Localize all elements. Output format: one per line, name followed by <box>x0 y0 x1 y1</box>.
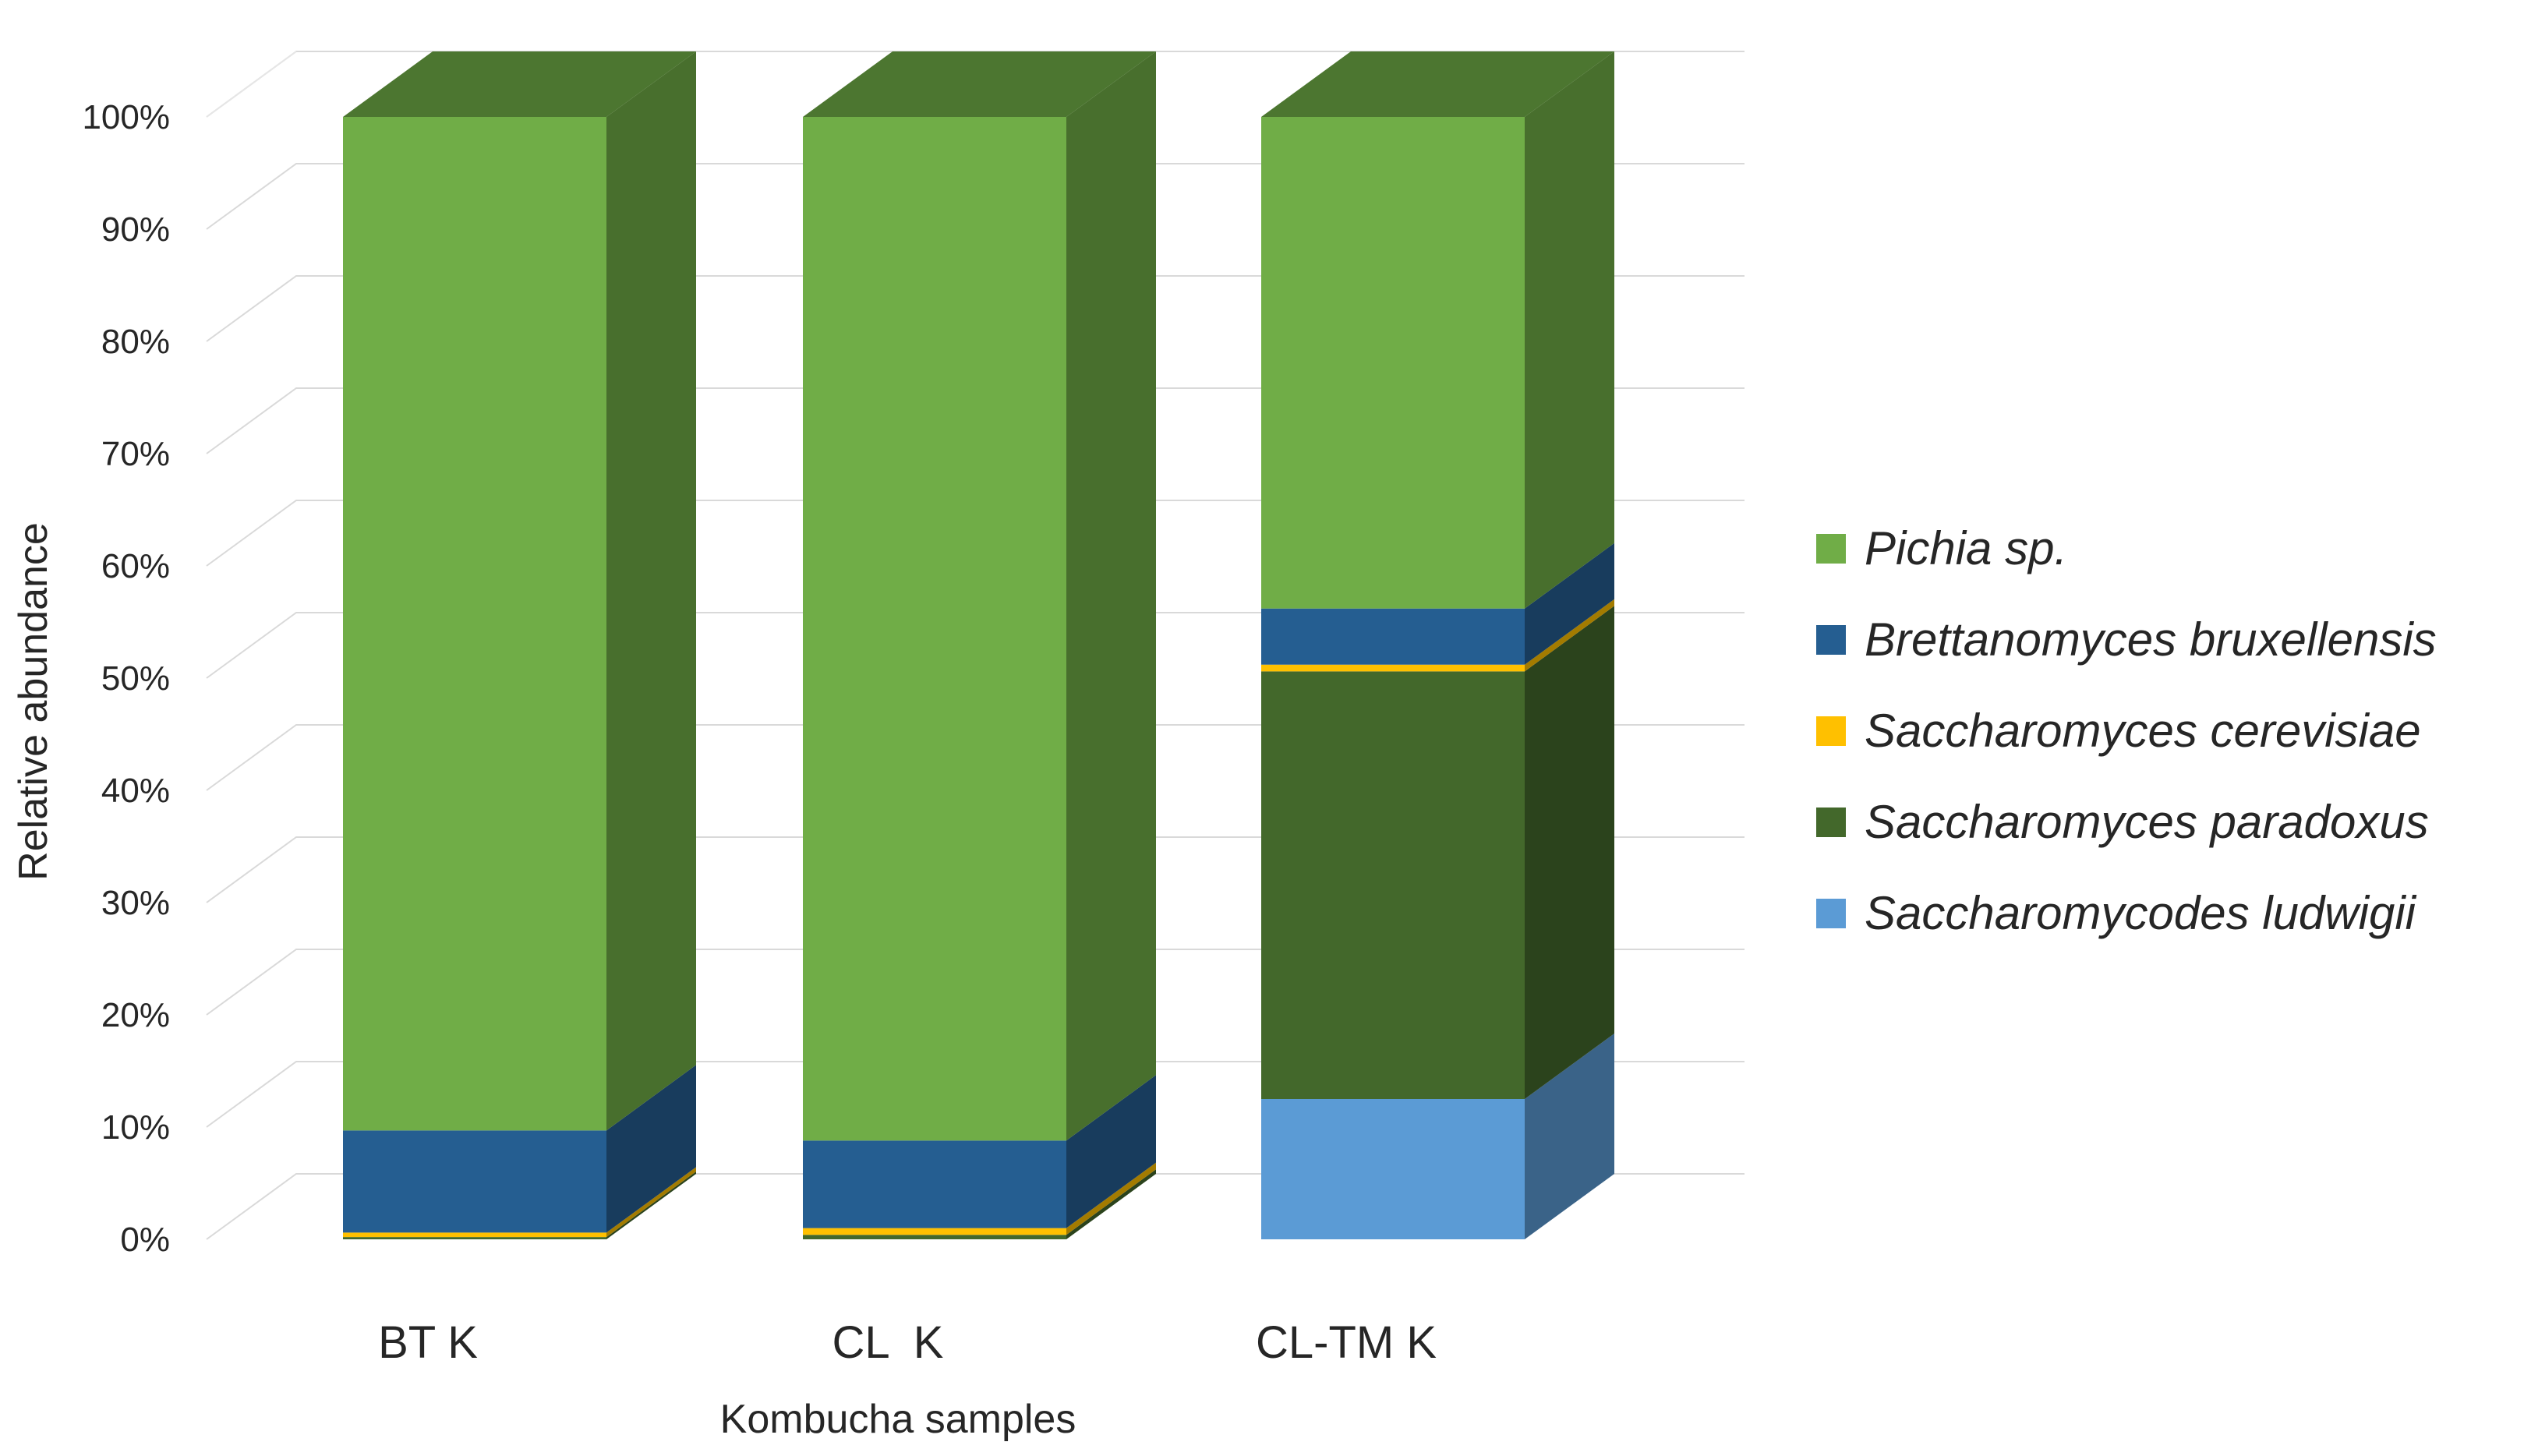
bar-segment-side <box>606 1065 696 1233</box>
y-tick-label: 0% <box>120 1221 170 1259</box>
legend-swatch <box>1816 716 1846 746</box>
bar-segment <box>1261 542 1614 665</box>
legend-label: Saccharomyces paradoxus <box>1865 796 2429 848</box>
x-category-label: CL-TM K <box>1256 1317 1437 1368</box>
bar-segment-side <box>1525 606 1614 1099</box>
bar-segment <box>343 1065 696 1233</box>
bar-top <box>343 51 696 117</box>
bar-segment <box>803 1162 1156 1235</box>
bar-top <box>1261 51 1614 117</box>
bar-segment-front <box>803 1235 1066 1239</box>
bar-segment-side <box>1066 1075 1156 1228</box>
y-tick-label: 100% <box>82 98 170 136</box>
y-tick-labels: 0% 10% 20% 30% 40% 50% 60% 70% 80% 90% 100% <box>82 98 170 1259</box>
bar-segment <box>343 51 696 1131</box>
bar-segment-front <box>1261 117 1525 609</box>
bar-segment-side <box>1525 1034 1614 1239</box>
legend-label: Brettanomyces bruxellensis <box>1865 613 2437 666</box>
bar-segment-front <box>1261 664 1525 672</box>
legend-label: Saccharomycodes ludwigii <box>1865 887 2417 939</box>
x-category-labels: BT K CL K CL-TM K <box>378 1317 1437 1368</box>
bar-segment <box>803 1075 1156 1228</box>
bar-segment-front <box>803 117 1066 1141</box>
legend-swatch <box>1816 899 1846 928</box>
bar-segment-side <box>1066 1169 1156 1239</box>
bar-segment-side <box>1066 1162 1156 1235</box>
x-axis-title: Kombucha samples <box>720 1397 1076 1442</box>
bar-segment-front <box>1261 671 1525 1099</box>
bar-segment-side <box>1066 51 1156 1141</box>
y-tick-label: 80% <box>101 323 170 361</box>
y-tick-label: 50% <box>101 659 170 698</box>
bar-segment-front <box>343 1232 606 1238</box>
bar-segment-front <box>1261 1099 1525 1239</box>
wall-edge <box>206 51 297 118</box>
bar-segment <box>1261 606 1614 1099</box>
y-tick-label: 30% <box>101 884 170 922</box>
bar-segment <box>1261 599 1614 672</box>
bar-segment <box>1261 51 1614 609</box>
bar-segment-front <box>343 1130 606 1233</box>
y-tick-label: 60% <box>101 547 170 585</box>
bar-segment <box>803 1169 1156 1239</box>
legend-swatch <box>1816 625 1846 655</box>
y-axis-title: Relative abundance <box>11 522 56 881</box>
x-category-label: BT K <box>378 1317 478 1368</box>
bar-segment-front <box>803 1140 1066 1228</box>
legend-swatch <box>1816 534 1846 564</box>
y-tick-label: 40% <box>101 772 170 810</box>
bar-segment <box>343 1172 696 1239</box>
bar-segment-front <box>343 117 606 1131</box>
bar-segment <box>803 51 1156 1141</box>
bar-segment-side <box>1525 542 1614 665</box>
legend: Pichia sp. Brettanomyces bruxellensis Sacc… <box>1816 522 2437 939</box>
bar-top <box>803 51 1156 117</box>
bar-segment-front <box>1261 608 1525 665</box>
bar-segment-side <box>1525 599 1614 672</box>
bar-segment <box>343 1167 696 1238</box>
bars-layer <box>343 51 1614 1239</box>
legend-label: Pichia sp. <box>1865 522 2067 574</box>
bar-segment <box>1261 1034 1614 1239</box>
bar-segment-side <box>606 1167 696 1238</box>
bar-segment-front <box>803 1228 1066 1235</box>
y-tick-label: 90% <box>101 210 170 249</box>
legend-label: Saccharomyces cerevisiae <box>1865 705 2421 757</box>
y-tick-label: 70% <box>101 435 170 473</box>
bar-segment-front <box>343 1237 606 1239</box>
y-tick-label: 10% <box>101 1108 170 1147</box>
bar-segment-side <box>606 51 696 1131</box>
legend-swatch <box>1816 808 1846 837</box>
x-category-label: CL K <box>832 1317 944 1368</box>
bar-segment-side <box>1525 51 1614 609</box>
y-tick-label: 20% <box>101 996 170 1034</box>
bar-segment-side <box>606 1172 696 1239</box>
